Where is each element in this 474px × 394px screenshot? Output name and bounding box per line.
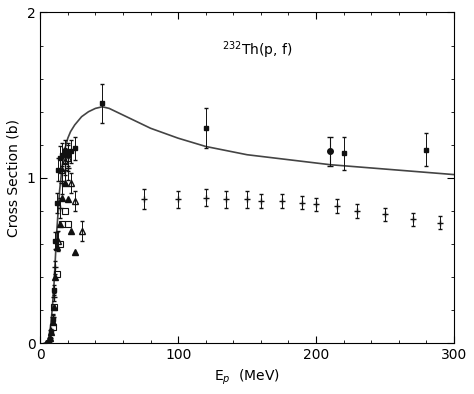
X-axis label: E$_p$  (MeV): E$_p$ (MeV) — [214, 368, 280, 387]
Y-axis label: Cross Section (b): Cross Section (b) — [7, 119, 21, 237]
Text: $^{232}$Th(p, f): $^{232}$Th(p, f) — [222, 39, 293, 61]
